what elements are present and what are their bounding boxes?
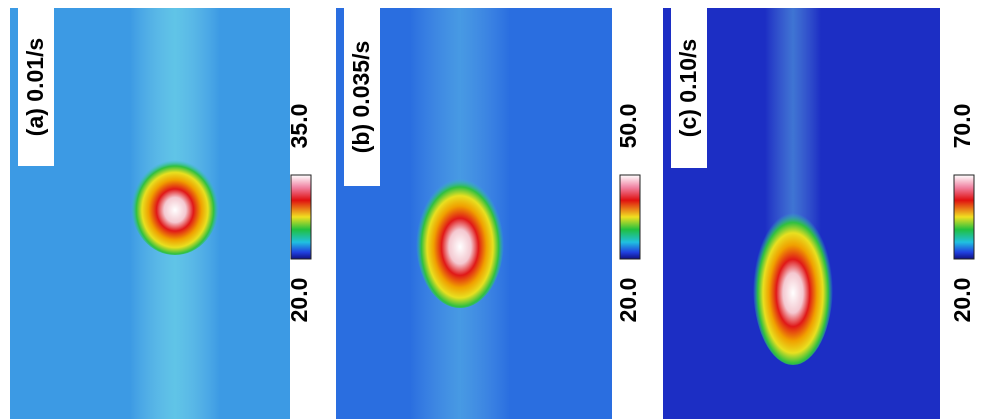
colorbar-max: 70.0 — [949, 104, 975, 149]
hot-spot — [416, 172, 504, 308]
colorbar — [620, 175, 640, 259]
colorbar-min: 20.0 — [949, 278, 975, 323]
colorbar — [954, 175, 974, 259]
panel-label: (a) 0.01/s — [22, 38, 48, 136]
panel-label: (b) 0.035/s — [348, 41, 374, 154]
colorbar-min: 20.0 — [615, 278, 641, 323]
colorbar — [291, 175, 311, 259]
panel-b: (b) 0.035/s 50.0 20.0 — [336, 8, 641, 419]
colorbar-min: 20.0 — [286, 278, 312, 323]
panel-label: (c) 0.10/s — [675, 39, 701, 137]
hot-spot — [131, 155, 219, 255]
panel-a: (a) 0.01/s 35.0 20.0 — [10, 8, 312, 419]
figure: (a) 0.01/s 35.0 20.0 (b) 0.035/s 50.0 20… — [0, 0, 990, 419]
panel-c: (c) 0.10/s 70.0 20.0 — [663, 8, 975, 419]
hot-spot — [753, 205, 833, 365]
colorbar-max: 35.0 — [286, 104, 312, 149]
colorbar-max: 50.0 — [615, 104, 641, 149]
